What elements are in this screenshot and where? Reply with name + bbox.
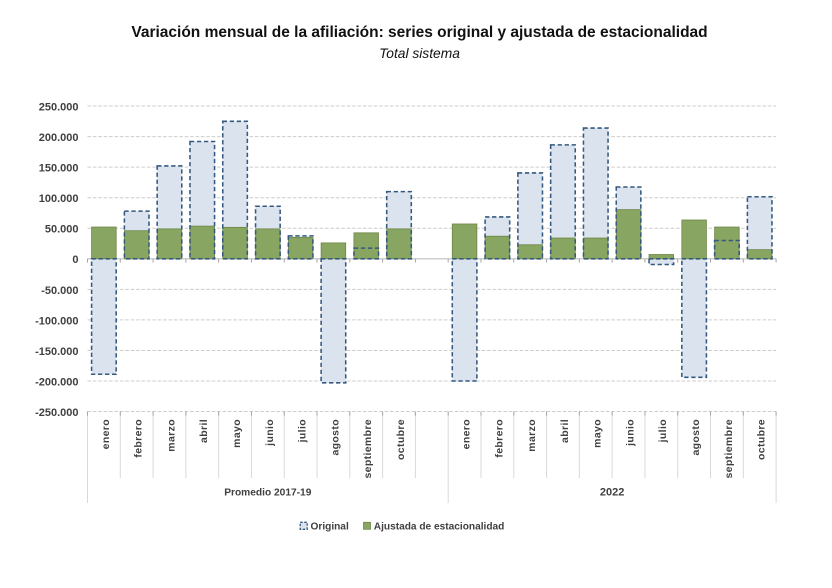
svg-text:enero: enero [100, 419, 112, 449]
svg-text:2022: 2022 [600, 487, 624, 499]
svg-text:abril: abril [198, 419, 210, 443]
svg-text:150.000: 150.000 [39, 163, 79, 175]
svg-text:abril: abril [559, 419, 571, 443]
svg-text:0: 0 [72, 254, 78, 266]
svg-text:mayo: mayo [231, 419, 243, 448]
svg-text:50.000: 50.000 [45, 224, 79, 236]
svg-text:200.000: 200.000 [39, 132, 79, 144]
svg-text:Ajustada de estacionalidad: Ajustada de estacionalidad [374, 522, 505, 533]
svg-text:-100.000: -100.000 [35, 315, 78, 327]
svg-text:agosto: agosto [690, 419, 702, 456]
svg-text:-250.000: -250.000 [35, 407, 78, 419]
svg-text:junio: junio [264, 419, 276, 447]
svg-text:-150.000: -150.000 [35, 346, 78, 358]
svg-text:Variación mensual de la afilia: Variación mensual de la afiliación: seri… [131, 24, 707, 41]
svg-text:mayo: mayo [592, 419, 604, 448]
svg-text:enero: enero [460, 419, 472, 449]
svg-text:septiembre: septiembre [362, 419, 374, 479]
svg-text:septiembre: septiembre [723, 419, 735, 479]
svg-text:octubre: octubre [395, 419, 407, 460]
svg-text:febrero: febrero [493, 419, 505, 458]
svg-text:250.000: 250.000 [39, 101, 79, 113]
svg-text:Total sistema: Total sistema [379, 46, 460, 61]
svg-text:marzo: marzo [526, 419, 538, 452]
svg-text:agosto: agosto [329, 419, 341, 456]
svg-text:febrero: febrero [133, 419, 145, 458]
svg-text:100.000: 100.000 [39, 193, 79, 205]
svg-text:marzo: marzo [165, 419, 177, 452]
svg-text:Original: Original [311, 522, 349, 533]
svg-text:junio: junio [624, 419, 636, 447]
svg-text:julio: julio [657, 419, 669, 443]
svg-text:octubre: octubre [756, 419, 768, 460]
svg-text:Promedio 2017-19: Promedio 2017-19 [224, 488, 312, 499]
svg-text:julio: julio [297, 419, 309, 443]
svg-text:-50.000: -50.000 [41, 285, 78, 297]
svg-text:-200.000: -200.000 [35, 376, 78, 388]
